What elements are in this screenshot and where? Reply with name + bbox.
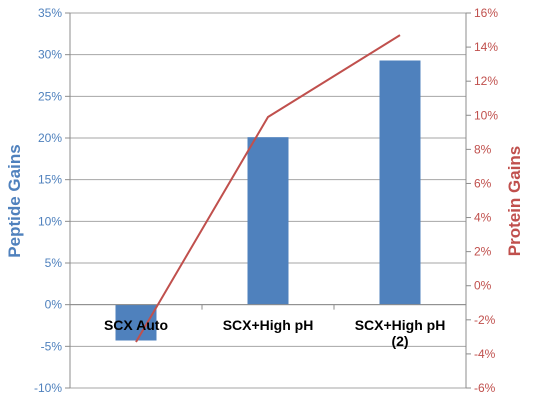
protein-series-line — [135, 34, 401, 343]
right-axis-title: Protein Gains — [505, 146, 524, 257]
left-tick-label: 35% — [38, 6, 62, 20]
bar — [115, 304, 157, 341]
bars — [115, 60, 421, 341]
right-tick-label: -6% — [474, 381, 496, 395]
right-tick-label: 12% — [474, 74, 498, 88]
right-tick-label: 6% — [474, 176, 492, 190]
left-tick-label: 5% — [45, 256, 63, 270]
left-tick-label: 30% — [38, 48, 62, 62]
right-tick-label: -4% — [474, 347, 496, 361]
axes — [65, 12, 471, 389]
right-tick-label: 0% — [474, 279, 492, 293]
category-label: SCX Auto — [104, 317, 168, 333]
right-tick-label: 4% — [474, 211, 492, 225]
right-tick-label: 2% — [474, 245, 492, 259]
category-label: (2) — [391, 333, 408, 349]
right-tick-label: -2% — [474, 313, 496, 327]
category-label: SCX+High pH — [223, 317, 314, 333]
left-tick-label: 10% — [38, 214, 62, 228]
bar — [379, 60, 421, 305]
left-tick-label: 25% — [38, 89, 62, 103]
bar — [247, 137, 289, 305]
protein-line — [135, 34, 401, 343]
right-tick-labels: -6% -4% -2% 0% 2% 4% 6% 8% 10% 12% 14% 16% — [474, 6, 498, 395]
left-tick-label: -5% — [41, 339, 63, 353]
left-tick-label: 15% — [38, 173, 62, 187]
left-tick-labels: -10% -5% 0% 5% 10% 15% 20% 25% 30% 35% — [34, 6, 62, 395]
left-axis-title: Peptide Gains — [5, 144, 24, 257]
right-tick-label: 10% — [474, 108, 498, 122]
left-tick-label: -10% — [34, 381, 62, 395]
left-tick-label: 20% — [38, 131, 62, 145]
right-tick-label: 14% — [474, 40, 498, 54]
right-tick-label: 8% — [474, 142, 492, 156]
category-labels: SCX Auto SCX+High pH SCX+High pH(2) — [104, 317, 445, 349]
left-tick-label: 0% — [45, 298, 63, 312]
right-tick-label: 16% — [474, 6, 498, 20]
category-label: SCX+High pH — [355, 317, 446, 333]
